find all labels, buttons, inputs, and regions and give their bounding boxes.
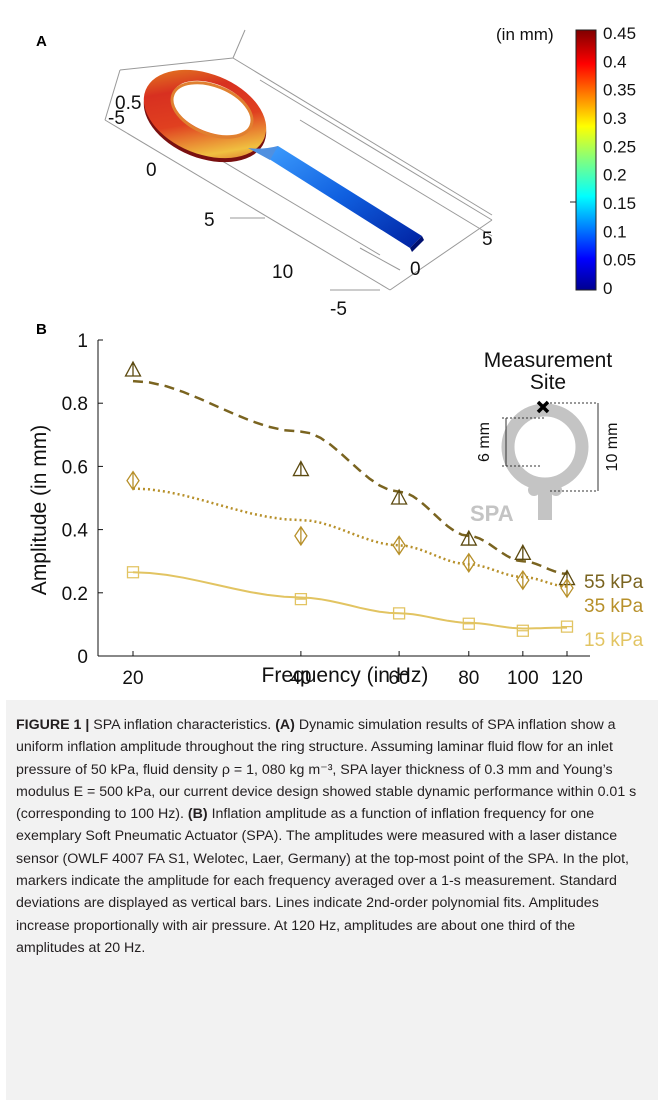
x-tick-label: 20 [122,668,143,689]
y-tick-label: 0 [77,647,88,668]
data-point-triangle [460,529,478,546]
series-label: 55 kPa [584,572,644,593]
y-tick-label: 0.4 [62,521,89,542]
inset-title-line2: Site [530,371,566,394]
data-point-triangle [514,543,532,560]
y-tick-label: 0.2 [62,584,88,605]
data-point-square [126,566,140,579]
axis-tick-x-5: 5 [204,210,215,231]
axis-tick-y-5: 5 [482,229,493,250]
data-point-square [392,607,406,620]
y-axis-label: Amplitude (in mm) [28,425,51,595]
y-tick-label: 0.6 [62,457,88,478]
x-tick-label: 60 [389,668,410,689]
caption-title: SPA inflation characteristics. [89,717,276,733]
colorbar-tick-label: 0.15 [603,194,636,213]
data-point-diamond [392,535,406,556]
inset-spa-label: SPA [470,501,514,526]
measurement-site-marker [536,400,550,414]
data-point-square [462,617,475,630]
colorbar-tick-label: 0.05 [603,251,636,270]
data-point-diamond [560,577,574,599]
chart-markers [124,360,576,637]
panel-a-letter: A [36,33,47,50]
series-label: 35 kPa [584,596,644,617]
x-tick-label: 100 [507,668,539,689]
caption-b-text: Inflation amplitude as a function of inf… [16,806,629,956]
data-point-diamond [516,569,530,591]
colorbar-title: (in mm) [496,25,554,44]
measurement-site-inset: Measurement Site 6 mm 10 mm SPA [470,349,621,526]
colorbar-ticks: 0.45 0.4 0.35 0.3 0.25 0.2 0.15 0.1 0.05 0 [603,24,636,298]
data-point-triangle [292,460,310,477]
series-label: 15 kPa [584,630,644,651]
chart-fit-lines [132,379,568,630]
colorbar-tick-label: 0.25 [603,137,636,156]
data-point-square [516,624,529,637]
data-point-diamond [294,525,308,547]
axis-tick-y-neg5: -5 [330,299,347,320]
inset-ring [501,403,589,491]
x-tick-label: 80 [458,668,479,689]
fit-line-15-kpa [132,571,567,630]
axis-tick-y-neg: -5 [108,108,125,129]
data-point-triangle [390,488,408,505]
inset-dim-right: 10 mm [604,423,621,472]
y-tick-label: 0.8 [62,394,88,415]
colorbar-tick-label: 0.2 [603,166,627,185]
chart-series-labels: 55 kPa 35 kPa 15 kPa [584,572,644,651]
colorbar-tick-label: 0 [603,279,612,298]
x-tick-label: 120 [551,668,583,689]
panel-b-letter: B [36,321,47,338]
axis-tick-x-10: 10 [272,262,293,283]
y-tick-label: 1 [77,331,88,352]
inset-stem [538,480,552,520]
colorbar-tick-label: 0.45 [603,24,636,43]
colorbar [575,29,597,291]
data-point-square [294,592,308,606]
colorbar-tick-label: 0.1 [603,222,627,241]
fit-line-55-kpa [132,379,568,576]
panel-a: A [36,24,636,320]
inset-dim-left: 6 mm [476,422,493,462]
caption-label: FIGURE 1 | [16,717,90,733]
colorbar-tick-label: 0.4 [603,52,627,71]
caption-a-tag: (A) [275,717,295,733]
axis-tick-y-0: 0 [410,259,421,280]
data-point-diamond [462,552,476,573]
spa-3d-model [143,69,424,252]
caption-a-text: Dynamic simulation results of SPA inflat… [16,717,637,823]
axis-tick-z-top: 0.5 [115,93,141,114]
figure-caption: FIGURE 1 | SPA inflation characteristics… [6,700,658,1100]
caption-b-tag: (B) [187,806,208,823]
colorbar-tick-label: 0.3 [603,109,627,128]
x-axis-label: Frequency (in Hz) [262,664,429,687]
inset-title-line1: Measurement [484,349,613,372]
caption-text: FIGURE 1 | SPA inflation characteristics… [16,714,646,959]
data-point-square [560,620,574,633]
figure: A [28,24,644,689]
colorbar-tick-label: 0.35 [603,81,636,100]
data-point-triangle [124,360,142,377]
axis-tick-x-0: 0 [146,160,157,181]
x-tick-label: 40 [290,668,311,689]
data-point-diamond [126,470,140,491]
